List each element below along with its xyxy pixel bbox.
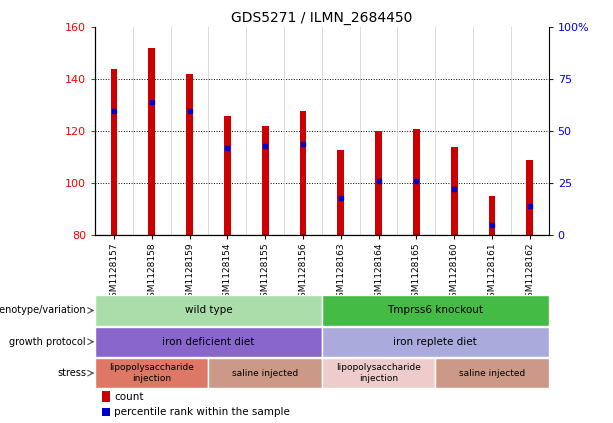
Bar — [413, 129, 420, 235]
Text: growth protocol: growth protocol — [9, 337, 86, 347]
Bar — [322, 358, 435, 388]
Bar — [337, 149, 344, 235]
Bar — [224, 116, 230, 235]
Bar — [300, 110, 306, 235]
Text: lipopolysaccharide
injection: lipopolysaccharide injection — [109, 363, 194, 383]
Bar — [208, 358, 322, 388]
Bar — [95, 295, 322, 326]
Text: count: count — [114, 392, 143, 402]
Text: percentile rank within the sample: percentile rank within the sample — [114, 407, 290, 417]
Bar — [451, 147, 457, 235]
Text: iron replete diet: iron replete diet — [394, 337, 477, 347]
Text: saline injected: saline injected — [232, 368, 299, 378]
Text: Tmprss6 knockout: Tmprss6 knockout — [387, 305, 483, 316]
Bar — [110, 69, 117, 235]
Bar — [527, 160, 533, 235]
Text: genotype/variation: genotype/variation — [0, 305, 86, 316]
Bar — [102, 391, 110, 403]
Bar — [435, 358, 549, 388]
Text: lipopolysaccharide
injection: lipopolysaccharide injection — [336, 363, 421, 383]
Bar — [95, 327, 322, 357]
Bar — [102, 408, 110, 416]
Bar — [489, 196, 495, 235]
Bar — [375, 131, 382, 235]
Bar — [322, 295, 549, 326]
Bar — [186, 74, 193, 235]
Title: GDS5271 / ILMN_2684450: GDS5271 / ILMN_2684450 — [231, 11, 413, 25]
Text: wild type: wild type — [185, 305, 232, 316]
Text: saline injected: saline injected — [459, 368, 525, 378]
Bar — [322, 327, 549, 357]
Text: iron deficient diet: iron deficient diet — [162, 337, 254, 347]
Bar — [148, 48, 155, 235]
Text: stress: stress — [57, 368, 86, 378]
Bar — [95, 358, 208, 388]
Bar — [262, 126, 268, 235]
